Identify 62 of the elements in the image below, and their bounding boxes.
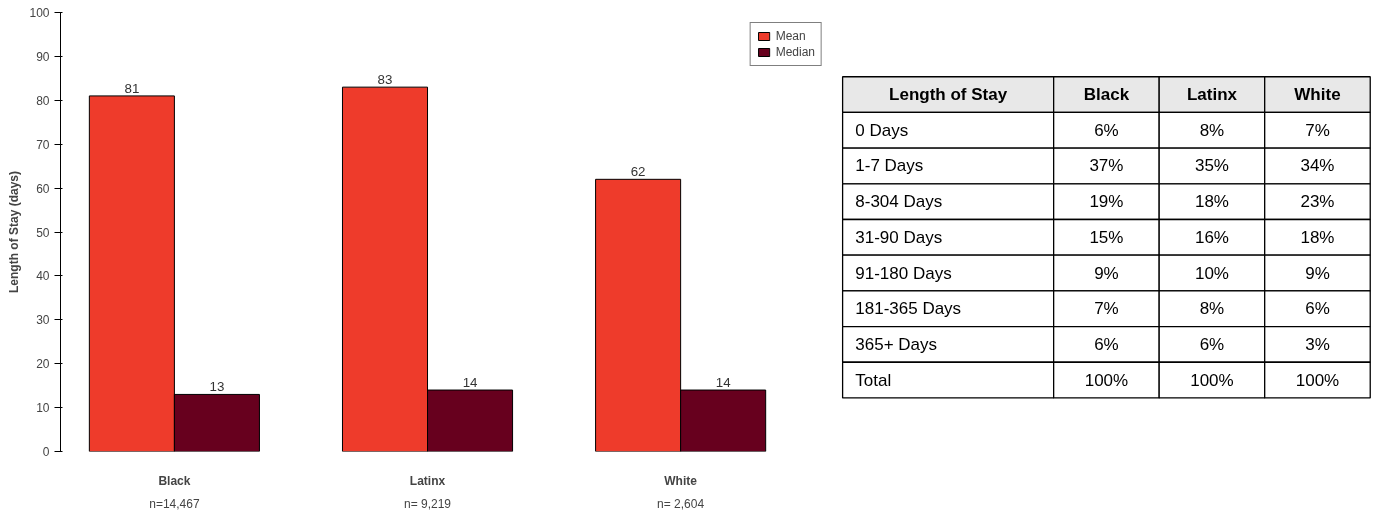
- category-label: 91-180 Days: [855, 263, 952, 283]
- category-label: 365+ Days: [855, 334, 938, 354]
- category-label: Black: [1083, 85, 1130, 105]
- y-tick-label: 50: [36, 225, 50, 240]
- category-label: 31-90 Days: [855, 227, 943, 247]
- text: 7%: [1094, 299, 1119, 319]
- text: 18%: [1300, 227, 1335, 247]
- y-tick-label: 60: [36, 181, 50, 196]
- data-label: 13: [209, 379, 225, 395]
- text: 10%: [1194, 263, 1229, 283]
- category-label: 1-7 Days: [855, 156, 924, 176]
- text: 6%: [1094, 120, 1119, 140]
- y-tick-label: 80: [36, 93, 50, 108]
- text: 37%: [1089, 156, 1124, 176]
- category-label: 8-304 Days: [855, 192, 943, 212]
- text: 100%: [1295, 370, 1340, 390]
- text: 100%: [1084, 370, 1129, 390]
- data-label: 83: [377, 72, 393, 88]
- text: 9%: [1094, 263, 1119, 283]
- text: 16%: [1194, 227, 1229, 247]
- data-label: 62: [630, 164, 646, 180]
- y-tick-label: 20: [36, 357, 50, 372]
- text: 35%: [1194, 156, 1229, 176]
- text: 6%: [1199, 334, 1225, 354]
- y-tick-label: 0: [42, 445, 50, 459]
- text: 34%: [1300, 156, 1335, 176]
- text: n= 9,219: [403, 496, 452, 511]
- data-label: 14: [715, 375, 732, 391]
- x-tick-label: Latinx: [409, 473, 446, 488]
- text: 8%: [1199, 120, 1225, 140]
- data-label: 81: [124, 80, 140, 96]
- text: 3%: [1305, 334, 1330, 354]
- legend-label: Mean: [775, 29, 806, 43]
- y-tick-label: 90: [36, 49, 50, 64]
- legend-label: Median: [775, 45, 815, 59]
- y-tick-label: 100: [29, 6, 50, 20]
- y-tick-label: 70: [36, 137, 50, 152]
- text: n=14,467: [149, 496, 200, 511]
- text: 9%: [1305, 263, 1330, 283]
- text: 19%: [1089, 192, 1124, 212]
- text: 6%: [1094, 334, 1119, 354]
- y-tick-label: 30: [36, 313, 50, 328]
- text: 7%: [1305, 120, 1330, 140]
- y-axis-title: Length of Stay (days): [7, 170, 22, 293]
- text: 23%: [1300, 192, 1335, 212]
- text: 18%: [1194, 192, 1229, 212]
- text: 100%: [1190, 370, 1234, 390]
- y-tick-label: 40: [36, 269, 50, 284]
- category-label: Latinx: [1186, 85, 1238, 105]
- data-label: 14: [462, 375, 479, 391]
- category-label: Total: [855, 370, 892, 390]
- text: Length of Stay: [889, 85, 1008, 105]
- category-label: White: [1294, 85, 1341, 105]
- x-tick-label: White: [664, 473, 698, 488]
- text: 6%: [1305, 299, 1330, 319]
- category-label: 181-365 Days: [855, 299, 962, 319]
- x-tick-label: Black: [158, 473, 191, 488]
- text: n= 2,604: [657, 496, 705, 511]
- text: 8%: [1199, 299, 1225, 319]
- text: 15%: [1089, 227, 1124, 247]
- category-label: 0 Days: [855, 120, 909, 140]
- y-tick-label: 10: [36, 401, 50, 416]
